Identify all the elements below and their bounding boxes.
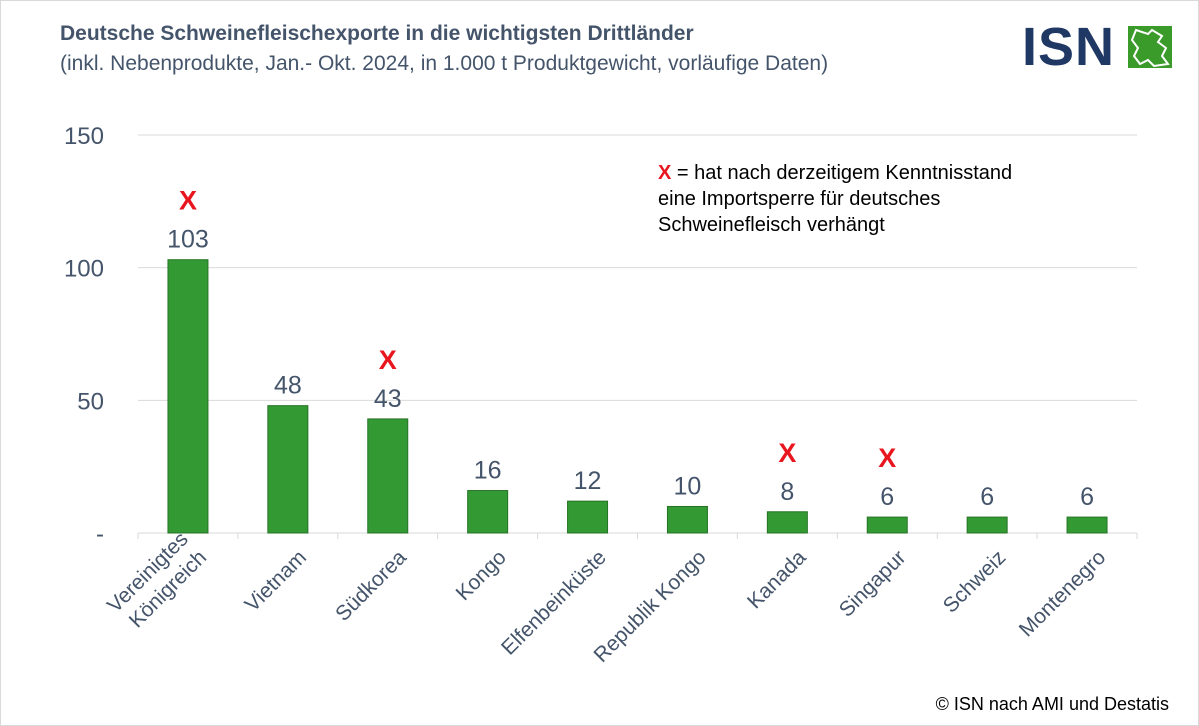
- isn-logo: ISN: [1022, 17, 1172, 77]
- logo-map-icon: [1128, 26, 1172, 68]
- data-label: 10: [674, 472, 702, 500]
- x-tick-label: Kanada: [743, 546, 811, 614]
- data-label: 8: [780, 478, 794, 506]
- bar-republik-kongo: [666, 505, 708, 534]
- x-tick-label-line: Südkorea: [331, 546, 411, 626]
- y-tick-label: 150: [64, 123, 104, 150]
- legend-line-2: eine Importsperre für deutsches: [658, 188, 941, 210]
- y-tick-label: -: [96, 521, 104, 548]
- data-label: 6: [980, 483, 994, 511]
- x-tick-label: Elfenbeinküste: [497, 546, 611, 660]
- data-label: 16: [474, 457, 502, 485]
- logo-text: ISN: [1022, 17, 1116, 77]
- x-tick-label-line: Kanada: [743, 546, 811, 614]
- y-tick-label: 100: [64, 256, 104, 283]
- x-tick-label-line: Vietnam: [241, 546, 311, 616]
- bar-kanada: [766, 511, 808, 534]
- x-tick-label: Montenegro: [1015, 546, 1111, 642]
- x-tick-label-line: Schweiz: [939, 546, 1011, 618]
- chart-title: Deutsche Schweinefleischexporte in die w…: [60, 22, 694, 45]
- x-tick-label: Kongo: [452, 546, 511, 605]
- bar-elfenbeinküste: [567, 500, 609, 534]
- x-tick-label-line: Montenegro: [1015, 546, 1111, 642]
- bar-schweiz: [966, 516, 1008, 534]
- data-label: 6: [880, 483, 894, 511]
- x-tick-label-line: Singapur: [835, 546, 911, 622]
- data-label: 6: [1080, 483, 1094, 511]
- import-ban-marker: X: [778, 438, 796, 468]
- legend-line-1: X = hat nach derzeitigem Kenntnisstand: [658, 160, 1012, 186]
- data-label: 103: [167, 226, 209, 254]
- import-ban-marker: X: [379, 345, 397, 375]
- legend: X = hat nach derzeitigem Kenntnisstand e…: [658, 160, 1012, 238]
- bar-südkorea: [367, 418, 409, 534]
- x-tick-label: Schweiz: [939, 546, 1011, 618]
- x-tick-label-line: Elfenbeinküste: [497, 546, 611, 660]
- x-tick-label-line: Kongo: [452, 546, 511, 605]
- legend-marker: X: [658, 162, 672, 184]
- bar-montenegro: [1066, 516, 1108, 534]
- x-tick-label: Vietnam: [241, 546, 311, 616]
- y-tick-label: 50: [77, 388, 104, 415]
- import-ban-marker: X: [878, 443, 896, 473]
- legend-text-1: = hat nach derzeitigem Kenntnisstand: [671, 162, 1013, 184]
- bar-vereinigtes-königreich: [167, 259, 209, 534]
- data-label: 43: [374, 385, 402, 413]
- bar-kongo: [467, 490, 509, 534]
- legend-line-3: Schweinefleisch verhängt: [658, 214, 885, 236]
- import-ban-marker: X: [179, 186, 197, 216]
- data-label: 12: [574, 467, 602, 495]
- x-tick-label: Südkorea: [331, 546, 411, 626]
- bar-singapur: [866, 516, 908, 534]
- data-label: 48: [274, 372, 302, 400]
- bar-vietnam: [267, 405, 309, 534]
- source-note: © ISN nach AMI und Destatis: [935, 694, 1169, 714]
- chart-subtitle: (inkl. Nebenprodukte, Jan.- Okt. 2024, i…: [60, 52, 829, 75]
- x-tick-label: Singapur: [835, 546, 911, 622]
